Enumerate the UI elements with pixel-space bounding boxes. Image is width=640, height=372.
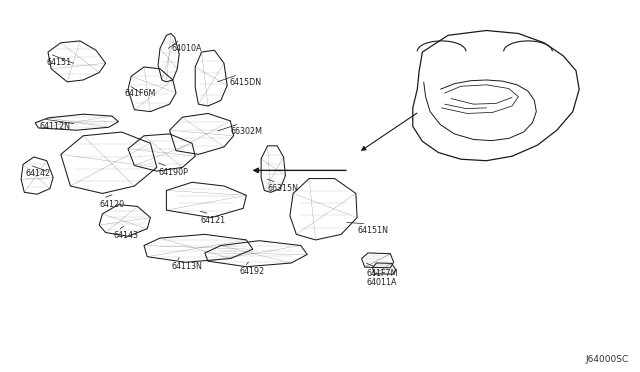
Text: 64011A: 64011A xyxy=(367,278,397,287)
Text: 64120: 64120 xyxy=(99,200,124,209)
Text: J64000SC: J64000SC xyxy=(585,355,628,364)
Text: 6415DN: 6415DN xyxy=(229,78,261,87)
Text: 64192: 64192 xyxy=(240,267,265,276)
Text: 64151: 64151 xyxy=(46,58,71,67)
Text: 64112N: 64112N xyxy=(40,122,70,131)
Text: 64143: 64143 xyxy=(114,231,139,240)
Text: 641F7M: 641F7M xyxy=(367,269,398,278)
Text: 64121: 64121 xyxy=(200,216,225,225)
Text: 641F6M: 641F6M xyxy=(125,89,156,98)
Text: 64151N: 64151N xyxy=(357,226,388,235)
Text: 64190P: 64190P xyxy=(159,168,189,177)
Text: 64113N: 64113N xyxy=(172,262,202,271)
Text: 66315N: 66315N xyxy=(268,184,298,193)
Text: 66302M: 66302M xyxy=(230,127,262,136)
Text: 64142: 64142 xyxy=(26,169,51,177)
Text: 64010A: 64010A xyxy=(172,44,202,53)
